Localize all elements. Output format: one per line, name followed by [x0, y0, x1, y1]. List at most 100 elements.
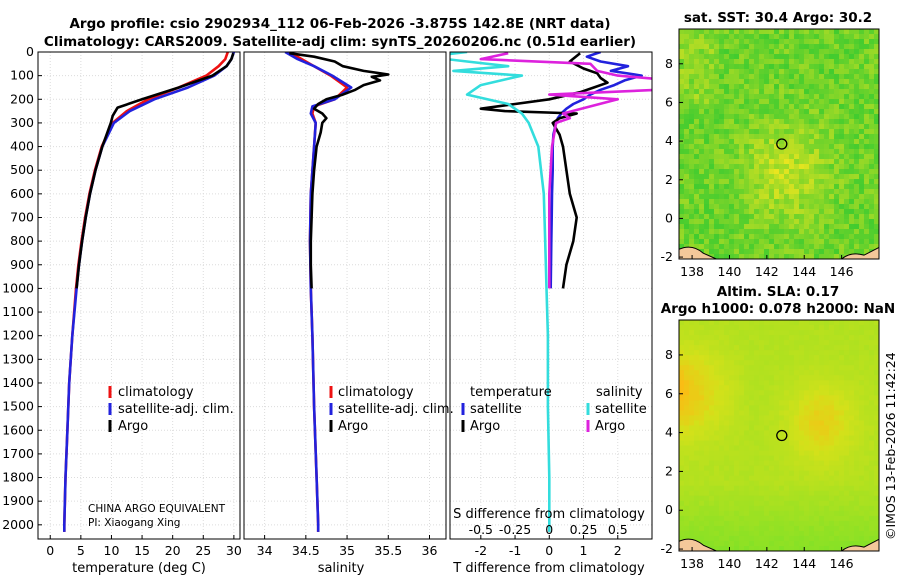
- map-cell: [779, 29, 785, 35]
- map-cell: [689, 410, 695, 416]
- map-cell: [759, 425, 765, 431]
- map-cell: [834, 490, 840, 497]
- map-cell: [694, 139, 700, 145]
- map-cell: [739, 340, 745, 346]
- map-cell: [734, 540, 740, 547]
- map-cell: [829, 39, 835, 45]
- map-cell: [679, 204, 685, 210]
- map-cell: [709, 400, 715, 406]
- map-cell: [774, 335, 780, 341]
- map-cell: [694, 400, 700, 406]
- map-cell: [794, 229, 800, 235]
- map-cell: [814, 199, 820, 205]
- map-cell: [829, 425, 835, 431]
- map-cell: [789, 189, 795, 195]
- map-cell: [819, 219, 825, 225]
- y-tick-label: 0: [26, 44, 34, 59]
- map-cell: [729, 365, 735, 371]
- map-cell: [839, 395, 845, 401]
- map-cell: [789, 224, 795, 230]
- map-cell: [784, 129, 790, 135]
- map-cell: [739, 209, 745, 215]
- map-cell: [809, 139, 815, 145]
- map-cell: [874, 320, 879, 326]
- map-cell: [684, 515, 690, 522]
- map-cell: [724, 134, 730, 140]
- map-cell: [694, 54, 700, 60]
- map-cell: [784, 224, 790, 230]
- map-cell: [689, 114, 695, 120]
- lat-tick-label: 0: [665, 502, 673, 517]
- map-cell: [709, 515, 715, 522]
- map-cell: [764, 450, 770, 457]
- map-cell: [829, 395, 835, 401]
- map-cell: [859, 59, 865, 65]
- map-cell: [829, 244, 835, 250]
- map-cell: [759, 114, 765, 120]
- map-cell: [679, 174, 685, 180]
- map-cell: [799, 164, 805, 170]
- map-cell: [859, 400, 865, 406]
- map-cell: [859, 490, 865, 497]
- map-cell: [699, 109, 705, 115]
- map-cell: [684, 199, 690, 205]
- map-cell: [789, 360, 795, 366]
- map-cell: [854, 350, 860, 356]
- map-cell: [679, 515, 685, 522]
- map-cell: [829, 84, 835, 90]
- map-cell: [684, 450, 690, 457]
- map-cell: [744, 380, 750, 386]
- map-cell: [734, 325, 740, 331]
- map-cell: [779, 214, 785, 220]
- map-cell: [829, 194, 835, 200]
- map-cell: [854, 390, 860, 396]
- map-cell: [834, 194, 840, 200]
- salinity-lines: [284, 52, 390, 532]
- map-cell: [824, 109, 830, 115]
- map-cell: [874, 109, 879, 115]
- map-cell: [679, 209, 685, 215]
- map-cell: [699, 184, 705, 190]
- map-cell: [769, 114, 775, 120]
- map-cell: [704, 209, 710, 215]
- map-cell: [764, 515, 770, 522]
- map-cell: [819, 530, 825, 537]
- map-cell: [819, 109, 825, 115]
- map-cell: [859, 335, 865, 341]
- map-cell: [849, 39, 855, 45]
- map-cell: [774, 179, 780, 185]
- map-cell: [799, 500, 805, 507]
- map-cell: [794, 500, 800, 507]
- map-cell: [704, 64, 710, 70]
- map-cell: [724, 199, 730, 205]
- map-cell: [724, 390, 730, 396]
- map-cell: [849, 365, 855, 371]
- map-cell: [839, 460, 845, 467]
- map-cell: [804, 465, 810, 472]
- map-cell: [859, 480, 865, 487]
- map-cell: [804, 475, 810, 482]
- map-cell: [849, 380, 855, 386]
- map-cell: [734, 204, 740, 210]
- map-cell: [749, 209, 755, 215]
- map-cell: [739, 545, 745, 551]
- map-cell: [859, 184, 865, 190]
- map-cell: [819, 254, 825, 259]
- map-cell: [794, 54, 800, 60]
- map-cell: [759, 355, 765, 361]
- map-cell: [859, 515, 865, 522]
- map-cell: [694, 470, 700, 477]
- map-cell: [719, 450, 725, 457]
- map-cell: [864, 390, 870, 396]
- map-cell: [694, 440, 700, 447]
- map-cell: [724, 59, 730, 65]
- map-cell: [679, 144, 685, 150]
- map-cell: [774, 450, 780, 457]
- map-cell: [764, 440, 770, 447]
- series-temperature-argo: [479, 52, 609, 289]
- map-cell: [809, 355, 815, 361]
- map-cell: [839, 89, 845, 95]
- map-cell: [689, 325, 695, 331]
- map-cell: [709, 229, 715, 235]
- map-cell: [799, 475, 805, 482]
